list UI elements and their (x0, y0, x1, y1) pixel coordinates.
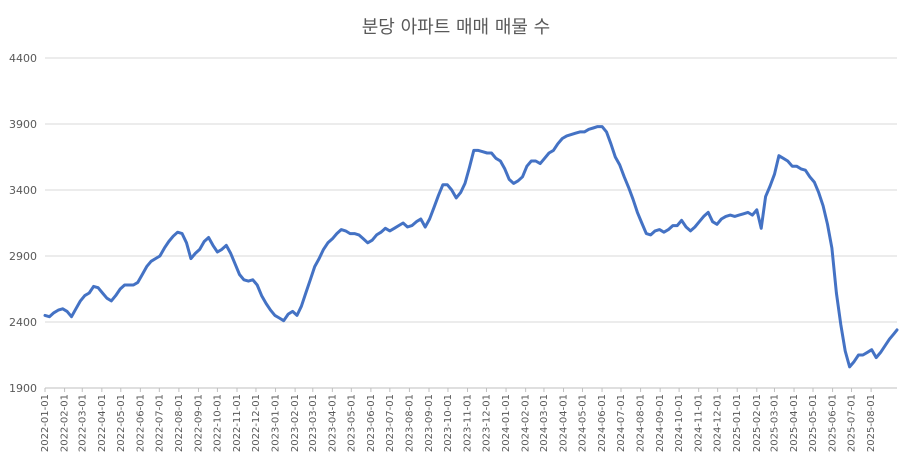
x-tick-label: 2025-06-01 (828, 394, 839, 452)
x-tick-label: 2023-07-01 (385, 394, 396, 452)
x-tick-label: 2025-08-01 (866, 394, 877, 452)
x-tick-label: 2023-11-01 (463, 394, 474, 452)
x-tick-label: 2022-07-01 (154, 394, 165, 452)
x-tick-label: 2024-01-01 (501, 394, 512, 452)
x-tick-label: 2023-02-01 (290, 394, 301, 452)
series-line (43, 125, 899, 369)
chart-title: 분당 아파트 매매 매물 수 (362, 17, 551, 38)
x-tick-label: 2022-11-01 (232, 394, 243, 452)
x-tick-label: 2023-10-01 (443, 394, 454, 452)
x-tick-label: 2025-04-01 (789, 394, 800, 452)
x-tick-label: 2023-05-01 (346, 394, 357, 452)
x-tick-label: 2022-12-01 (251, 394, 262, 452)
x-axis-ticks: 2022-01-01 2022-02-01 2022-03-01 2022-04-01… (40, 388, 877, 452)
x-tick-label: 2025-07-01 (847, 394, 858, 452)
x-tick-label: 2024-07-01 (616, 394, 627, 452)
x-tick-label: 2024-12-01 (713, 394, 724, 452)
x-tick-label: 2025-03-01 (769, 394, 780, 452)
x-tick-label: 2022-08-01 (174, 394, 185, 452)
x-tick-label: 2023-01-01 (271, 394, 282, 452)
x-tick-label: 2022-06-01 (135, 394, 146, 452)
x-tick-label: 2024-10-01 (674, 394, 685, 452)
x-tick-label: 2025-02-01 (752, 394, 763, 452)
x-tick-label: 2024-09-01 (655, 394, 666, 452)
x-tick-label: 2024-03-01 (539, 394, 550, 452)
x-tick-label: 2023-06-01 (366, 394, 377, 452)
x-tick-label: 2024-06-01 (597, 394, 608, 452)
x-tick-label: 2022-01-01 (40, 394, 51, 452)
x-tick-label: 2024-04-01 (559, 394, 570, 452)
y-tick-label: 3400 (9, 184, 37, 197)
x-tick-label: 2025-01-01 (732, 394, 743, 452)
x-tick-label: 2022-04-01 (97, 394, 108, 452)
x-tick-label: 2022-02-01 (60, 394, 71, 452)
x-tick-label: 2022-09-01 (193, 394, 204, 452)
gridlines (45, 57, 897, 323)
x-tick-label: 2024-02-01 (521, 394, 532, 452)
y-tick-label: 1900 (9, 382, 37, 395)
x-tick-label: 2023-09-01 (424, 394, 435, 452)
x-tick-label: 2024-11-01 (694, 394, 705, 452)
x-tick-label: 2023-03-01 (308, 394, 319, 452)
y-tick-label: 4400 (9, 52, 37, 65)
x-tick-label: 2022-10-01 (212, 394, 223, 452)
y-tick-label: 2400 (9, 316, 37, 329)
x-tick-label: 2023-12-01 (481, 394, 492, 452)
y-tick-label: 3900 (9, 118, 37, 131)
x-tick-label: 2022-05-01 (116, 394, 127, 452)
y-tick-label: 2900 (9, 250, 37, 263)
x-tick-label: 2024-08-01 (636, 394, 647, 452)
x-tick-label: 2023-04-01 (327, 394, 338, 452)
x-tick-label: 2025-05-01 (808, 394, 819, 452)
x-tick-label: 2023-08-01 (404, 394, 415, 452)
y-axis-ticks: 1900 2400 2900 3400 3900 4400 (9, 52, 37, 395)
x-tick-label: 2024-05-01 (577, 394, 588, 452)
x-tick-label: 2022-03-01 (77, 394, 88, 452)
